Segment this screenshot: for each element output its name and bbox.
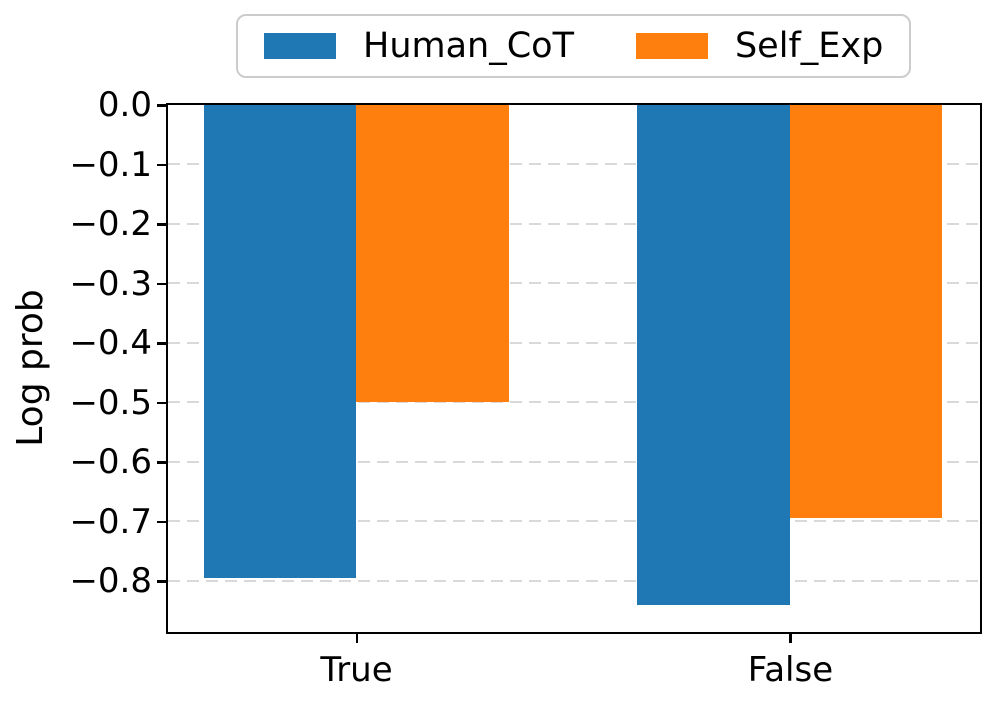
y-tick-mark [157,163,166,167]
gridline [167,460,980,463]
legend-swatch-human_cot [264,33,336,59]
y-tick-label: −0.3 [69,263,152,304]
x-tick-mark [789,634,792,643]
y-tick-mark [157,401,166,405]
gridline [167,520,980,523]
x-tick-mark [355,634,359,643]
y-tick-label: −0.4 [69,323,152,364]
legend-item-human_cot: Human_CoT [264,27,574,65]
y-tick-mark [157,223,166,226]
y-tick-label: −0.5 [69,382,152,423]
legend-label: Human_CoT [363,26,574,66]
y-tick-label: −0.1 [69,144,152,185]
bar-human_cot-false [637,104,790,605]
gridline [167,282,980,285]
y-tick-label: −0.6 [69,442,152,483]
plot-area [165,102,982,634]
legend-swatch-self_exp [635,33,708,59]
legend: Human_CoT Self_Exp [236,14,912,78]
y-tick-label: −0.2 [69,204,152,245]
y-tick-mark [157,520,166,524]
gridline [167,222,980,225]
gridline [167,579,980,582]
gridline [167,163,980,166]
y-tick-label: −0.7 [69,501,152,542]
x-tick-label-true: True [320,650,393,690]
y-tick-mark [157,461,166,464]
y-tick-label: 0.0 [97,85,152,125]
legend-item-self_exp: Self_Exp [635,26,884,66]
bar-human_cot-true [203,104,357,578]
gridline [167,401,980,404]
bar-self_exp-false [789,104,943,519]
gridline [167,341,980,344]
bar-self_exp-true [356,104,509,403]
y-tick-mark [157,104,166,107]
legend-label: Self_Exp [734,26,884,66]
y-tick-label: −0.8 [69,561,152,602]
x-tick-label-false: False [747,650,834,690]
y-tick-mark [157,282,166,286]
y-tick-mark [157,342,166,345]
y-tick-mark [157,580,166,583]
